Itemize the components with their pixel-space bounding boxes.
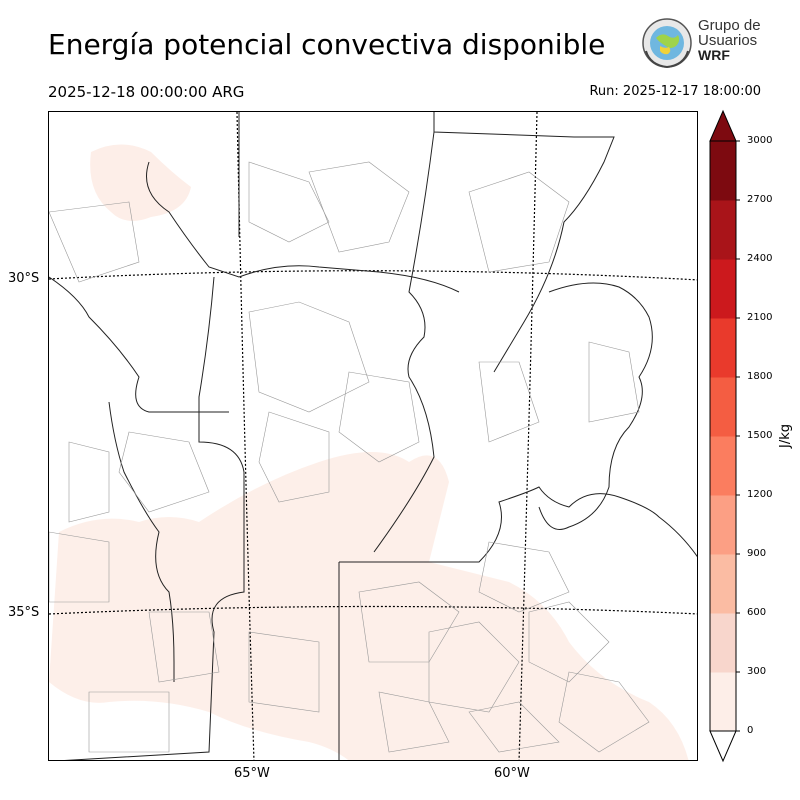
province-borders [49, 112, 697, 760]
colorbar-tick-label: 2100 [747, 312, 773, 323]
cape-map [48, 111, 698, 761]
colorbar-extend-min [709, 730, 737, 763]
colorbar-segment [710, 377, 736, 437]
map-canvas [49, 112, 697, 760]
colorbar-tick-label: 600 [747, 607, 767, 618]
colorbar-segment [710, 259, 736, 319]
colorbar-tick-label: 300 [747, 666, 767, 677]
graticule [49, 112, 697, 760]
colorbar-tick-label: 1800 [747, 371, 773, 382]
colorbar-segment [710, 436, 736, 496]
cape-shading-0-300 [49, 144, 689, 760]
lon-label-60w: 60°W [494, 766, 530, 781]
valid-time: 2025-12-18 00:00:00 ARG [48, 83, 245, 101]
colorbar-segment [710, 200, 736, 260]
globe-icon [642, 18, 692, 69]
colorbar-segment [710, 613, 736, 673]
colorbar-segment [710, 141, 736, 201]
colorbar-tick-label: 1200 [747, 489, 773, 500]
colorbar-segment [710, 318, 736, 378]
colorbar-tick-label: 900 [747, 548, 767, 559]
colorbar-segment [710, 495, 736, 555]
lat-label-35s: 35°S [8, 605, 40, 620]
colorbar-units: J/kg [778, 424, 793, 448]
logo-line-1: Grupo de [698, 17, 761, 34]
colorbar-tick-label: 3000 [747, 135, 773, 146]
department-borders [49, 161, 650, 753]
colorbar-segment [710, 554, 736, 614]
colorbar-extend-max [709, 109, 737, 142]
colorbar-tick-label: 1500 [747, 430, 773, 441]
colorbar-segment [710, 672, 736, 732]
colorbar-tick-label: 0 [747, 725, 754, 736]
logo-line-2: Usuarios [698, 32, 758, 49]
lat-label-30s: 30°S [8, 271, 40, 286]
colorbar-tick-label: 2700 [747, 194, 773, 205]
logo-line-3: WRF [698, 47, 730, 63]
lon-label-65w: 65°W [234, 766, 270, 781]
wrf-logo: Grupo de Usuarios WRF [638, 16, 778, 72]
colorbar [709, 109, 740, 763]
colorbar-tick-label: 2400 [747, 253, 773, 264]
map-title: Energía potencial convectiva disponible [48, 28, 606, 61]
run-time: Run: 2025-12-17 18:00:00 [589, 84, 761, 99]
